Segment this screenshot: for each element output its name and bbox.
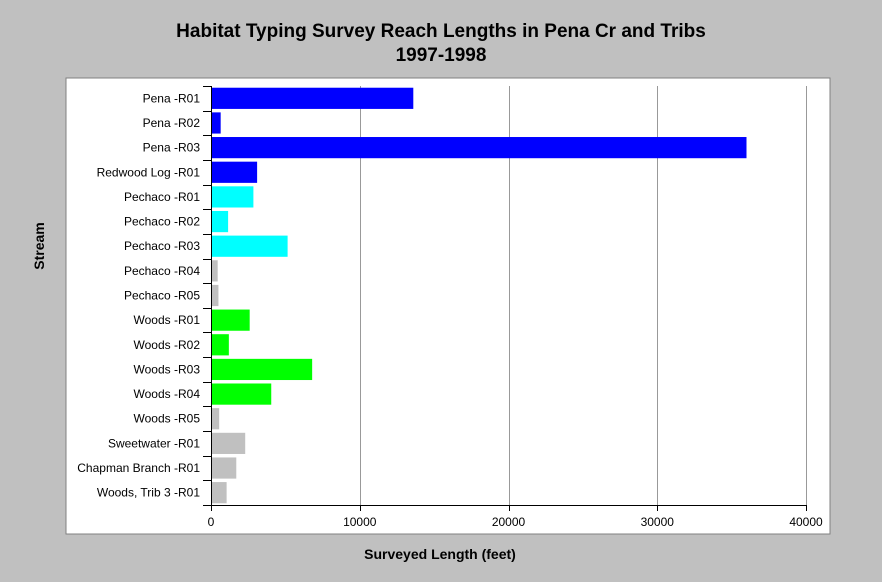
bar [212,210,229,233]
category-label: Pechaco -R04 [124,264,200,278]
bars [212,87,747,504]
category-label: Pechaco -R02 [124,215,200,229]
category-label: Redwood Log -R01 [97,165,201,179]
tick-labels: 0 10000 20000 30000 40000 [208,515,823,529]
bar [212,161,258,183]
category-label: Pena -R02 [143,116,201,130]
category-label: Woods, Trib 3 -R01 [97,486,200,500]
bar [212,482,227,504]
bar [212,408,220,430]
category-label: Pechaco -R05 [124,289,200,303]
y-axis-title: Stream [31,222,47,269]
category-label: Woods -R01 [134,313,201,327]
bar [212,112,221,134]
bar [212,334,229,356]
category-label: Sweetwater -R01 [108,436,200,450]
category-label: Woods -R05 [134,412,201,426]
category-label: Pechaco -R01 [124,190,200,204]
x-tick-label: 20000 [492,515,526,529]
category-label: Chapman Branch -R01 [77,461,200,475]
bar [212,235,288,257]
bar [212,284,219,307]
x-tick-label: 30000 [641,515,675,529]
bar [212,457,237,479]
x-tick-label: 0 [208,515,215,529]
x-tick-label: 10000 [343,515,377,529]
category-labels: Pena -R01 Pena -R02 Pena -R03 Redwood Log -… [77,91,200,499]
category-label: Pena -R01 [143,91,201,105]
chart-subtitle: 1997-1998 [395,45,487,66]
bar [212,432,246,454]
chart-title: Habitat Typing Survey Reach Lengths in P… [176,21,706,42]
category-label: Woods -R02 [134,338,201,352]
category-label: Woods -R04 [134,387,201,401]
bar [212,383,272,405]
category-label: Pechaco -R03 [124,239,200,253]
axes [203,86,807,511]
bar [212,186,254,208]
bar [212,137,747,159]
x-axis-title: Surveyed Length (feet) [364,546,516,562]
bar [212,358,313,381]
bar [212,87,414,109]
category-label: Pena -R03 [143,141,201,155]
x-tick-label: 40000 [789,515,823,529]
category-label: Woods -R03 [134,362,201,376]
bar [212,260,218,282]
bar [212,309,250,331]
